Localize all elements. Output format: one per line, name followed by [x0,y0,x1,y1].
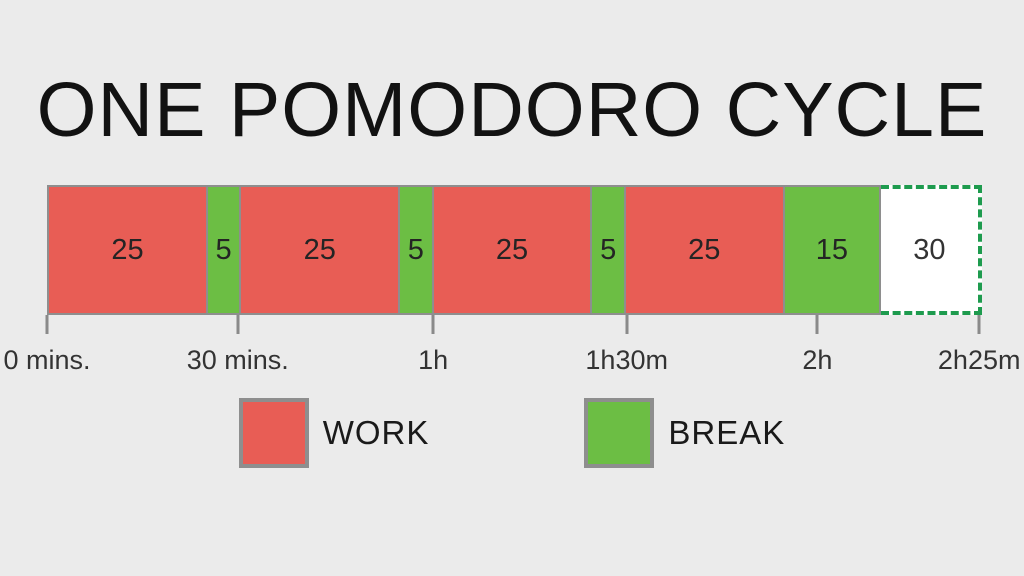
axis-tick-2h25m [977,315,981,334]
timeline-segment-long-break: 15 [782,185,881,315]
axis-tick-0min [45,315,49,334]
axis-tick-1h [431,315,435,334]
axis-tick-2h [815,315,819,334]
chart-title: ONE POMODORO CYCLE [36,67,988,153]
timeline-segment-work-4: 25 [623,185,785,315]
timeline-segment-break-3: 5 [590,185,626,315]
timeline-segment-pending-dashed: 30 [880,185,982,315]
timeline-segment-break-1: 5 [205,185,242,315]
axis-label-2h25m: 2h25m [937,345,1021,375]
axis-tick-30min [236,315,240,334]
time-axis: 0 mins. 30 mins. 1h 1h30m 2h 2h25m [3,315,1020,385]
legend-break-label: BREAK [668,414,786,451]
axis-tick-1h30m [625,315,629,334]
timeline-segment-work-1: 25 [47,185,208,315]
pomodoro-timeline-bar: 25 5 25 5 25 5 25 15 30 [47,185,982,315]
timeline-segment-break-2: 5 [398,185,434,315]
timeline-segment-work-2: 25 [239,185,401,315]
axis-label-1h30m: 1h30m [585,345,668,375]
axis-label-0min: 0 mins. [3,345,91,375]
break-color-swatch [584,398,655,468]
legend-work-label: WORK [322,414,430,451]
legend: WORK BREAK [0,398,1024,468]
axis-label-1h: 1h [418,345,449,375]
legend-item-break: BREAK [584,398,785,468]
legend-item-work: WORK [238,398,430,468]
timeline-segment-work-3: 25 [431,185,593,315]
work-color-swatch [238,398,309,468]
axis-label-2h: 2h [802,345,833,375]
axis-label-30min: 30 mins. [186,345,289,375]
